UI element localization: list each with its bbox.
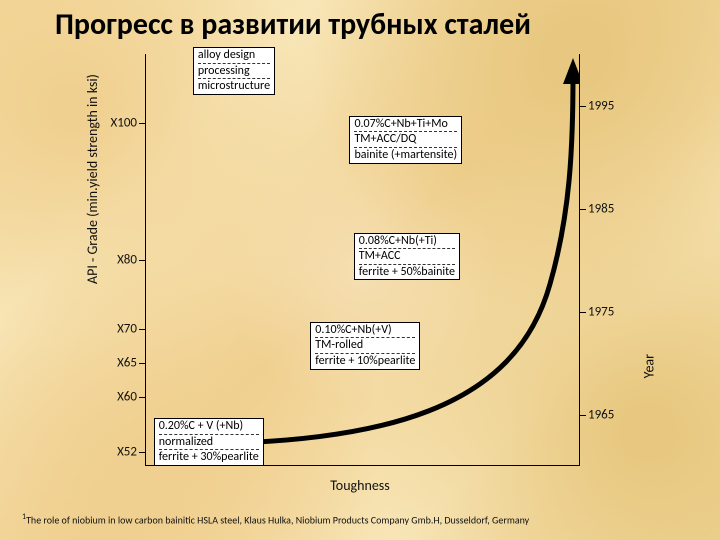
- steel-box-row: 0.08%C+Nb(+Ti): [359, 235, 455, 248]
- left-tick: [139, 452, 145, 453]
- steel-box-0: 0.20%C + V (+Nb) normalized ferrite + 30%p…: [154, 418, 264, 466]
- legend-row: alloy design: [198, 49, 270, 62]
- left-tick-label: X70: [117, 321, 137, 336]
- right-tick-label: 1995: [588, 98, 614, 113]
- y-right-axis-label: Year: [640, 354, 657, 378]
- steel-box-row: 0.10%C+Nb(+V): [315, 324, 415, 337]
- right-tick-label: 1975: [588, 304, 614, 319]
- footnote: 1The role of niobium in low carbon baini…: [22, 512, 529, 526]
- right-tick-label: 1985: [588, 201, 614, 216]
- steel-box-row: 0.07%C+Nb+Ti+Mo: [354, 118, 457, 131]
- steel-box-row: ferrite + 50%bainite: [359, 266, 455, 279]
- plot-region: X52X60X65X70X80X1001965197519851995alloy…: [145, 54, 580, 466]
- steel-box-1: 0.10%C+Nb(+V) TM-rolled ferrite + 10%pearl…: [310, 322, 420, 370]
- left-tick-label: X100: [110, 115, 137, 130]
- left-tick: [139, 363, 145, 364]
- steel-box-3: 0.07%C+Nb+Ti+Mo TM+ACC/DQ bainite (+marten…: [349, 116, 462, 164]
- steel-box-row: normalized: [159, 436, 259, 449]
- steel-box-row: ferrite + 10%pearlite: [315, 355, 415, 368]
- steel-box-row: 0.20%C + V (+Nb): [159, 420, 259, 433]
- left-tick-label: X52: [117, 445, 137, 460]
- right-tick: [580, 106, 586, 107]
- steel-box-2: 0.08%C+Nb(+Ti) TM+ACC ferrite + 50%bainite: [354, 233, 460, 281]
- legend-row: processing: [198, 65, 270, 78]
- legend-row: microstructure: [198, 80, 270, 93]
- left-tick-label: X60: [117, 390, 137, 405]
- page-title: Прогресс в развитии трубных сталей: [55, 6, 531, 43]
- right-tick: [580, 209, 586, 210]
- right-tick-label: 1965: [588, 407, 614, 422]
- steel-box-row: ferrite + 30%pearlite: [159, 451, 259, 464]
- legend-box: alloy design processing microstructure: [193, 47, 275, 95]
- right-tick: [580, 312, 586, 313]
- left-tick: [139, 397, 145, 398]
- left-tick: [139, 329, 145, 330]
- footnote-text: The role of niobium in low carbon bainit…: [26, 513, 529, 526]
- left-tick-label: X65: [117, 356, 137, 371]
- steel-box-row: bainite (+martensite): [354, 149, 457, 162]
- left-tick: [139, 260, 145, 261]
- steel-box-row: TM+ACC/DQ: [354, 133, 457, 146]
- right-tick: [580, 415, 586, 416]
- steel-box-row: TM-rolled: [315, 339, 415, 352]
- left-tick-label: X80: [117, 253, 137, 268]
- left-tick: [139, 123, 145, 124]
- x-axis-label: Toughness: [330, 477, 390, 494]
- steel-box-row: TM+ACC: [359, 250, 455, 263]
- y-left-axis-label: API - Grade (min.yield strength in ksi): [84, 74, 101, 284]
- chart-area: API - Grade (min.yield strength in ksi) …: [80, 54, 640, 494]
